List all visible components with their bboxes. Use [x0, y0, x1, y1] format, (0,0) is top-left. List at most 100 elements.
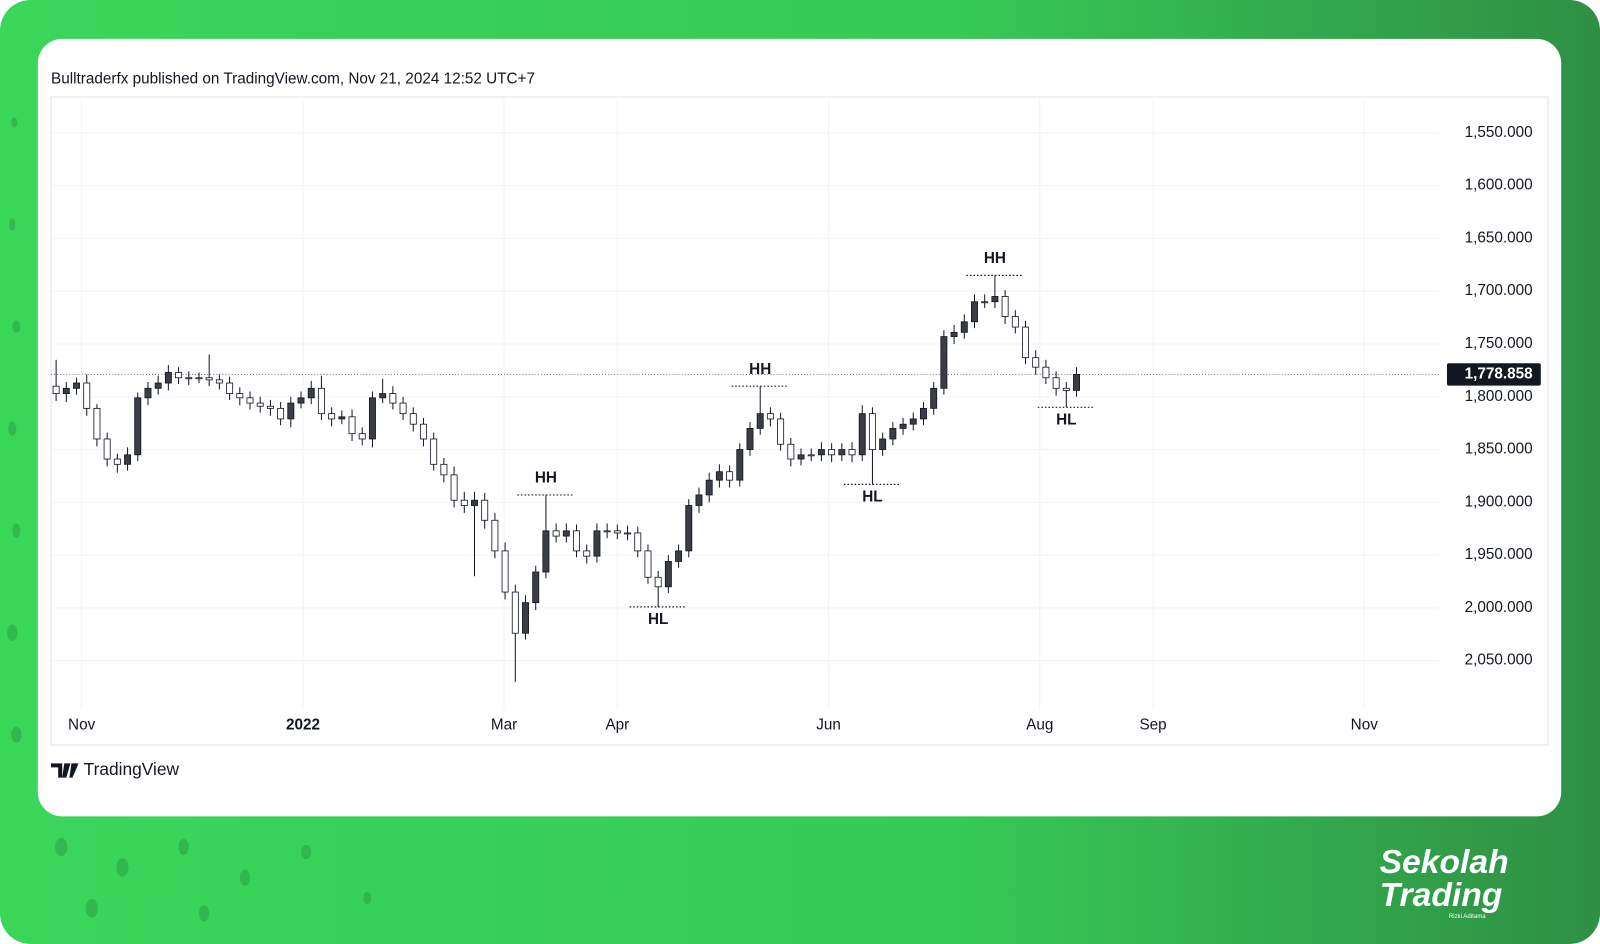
candle-body — [613, 530, 621, 534]
candle-body — [542, 530, 550, 573]
candle-body — [348, 416, 356, 435]
candle-body — [297, 397, 305, 404]
y-tick-label: 1,600.000 — [1465, 177, 1533, 194]
candle-body — [746, 428, 754, 450]
x-tick-label: Jun — [816, 717, 841, 734]
candle-body — [1052, 377, 1060, 389]
candle-body — [317, 387, 325, 415]
y-tick-label: 1,700.000 — [1465, 282, 1533, 299]
candle-body — [389, 393, 397, 404]
candle-body — [522, 602, 529, 634]
candle-body — [573, 530, 580, 552]
candle-body — [858, 413, 866, 456]
candle-body — [256, 402, 264, 407]
candle-body — [930, 387, 938, 409]
candle-body — [226, 382, 234, 394]
candle-body — [695, 494, 703, 506]
candle-body — [307, 387, 315, 399]
candle-body — [440, 463, 448, 476]
y-tick-label: 1,850.000 — [1465, 441, 1533, 458]
candle-body — [266, 405, 274, 409]
candle-body — [777, 418, 785, 445]
candle-body — [379, 393, 387, 399]
candle-body — [838, 449, 846, 456]
candle-body — [460, 499, 468, 506]
candle-body — [552, 530, 560, 537]
x-tick-label: Sep — [1139, 717, 1166, 734]
sekolah-trading-brand: Sekolah Trading Rizki Aditama — [1380, 844, 1509, 920]
candle-body — [430, 438, 438, 465]
candle-body — [940, 336, 948, 389]
candle-body — [797, 454, 805, 460]
candle-body — [481, 499, 489, 521]
candle-body — [491, 519, 499, 552]
candle-body — [981, 301, 989, 304]
candle-body — [920, 407, 927, 420]
candle-body — [756, 413, 764, 429]
candle-body — [654, 576, 662, 588]
candle-body — [1001, 296, 1009, 317]
candle-body — [868, 413, 876, 450]
candle-body — [593, 530, 601, 557]
candle-body — [103, 438, 111, 460]
candle-body — [277, 407, 285, 420]
candle-body — [787, 443, 795, 460]
candle-body — [83, 382, 91, 409]
candle-body — [358, 433, 366, 440]
candle-body — [246, 397, 254, 404]
y-tick-label: 1,900.000 — [1465, 493, 1533, 510]
brand-line: Sekolah — [1380, 844, 1509, 881]
candle-body — [420, 423, 427, 440]
candle-body — [879, 438, 887, 450]
y-tick-label: 1,800.000 — [1465, 388, 1533, 405]
candle-body — [960, 321, 968, 333]
candle-body — [950, 331, 958, 337]
candle-body — [338, 416, 346, 420]
annotation-label: HH — [984, 250, 1006, 267]
candle-body — [399, 402, 407, 415]
candle-body — [1022, 326, 1029, 359]
candle-body — [848, 449, 856, 456]
plot: 1,550.000 1,600.000 1,650.000 1,700.000 1,75… — [51, 99, 1541, 734]
candle-body — [62, 387, 70, 394]
candle-body — [113, 458, 121, 465]
candle-body — [368, 397, 376, 440]
candle-body — [195, 377, 203, 380]
candle-body — [134, 397, 142, 456]
brand-line: Trading — [1380, 877, 1503, 914]
candle-body — [409, 413, 417, 425]
candle-body — [889, 428, 897, 440]
footer-brand: TradingView — [84, 759, 180, 779]
candle-body — [603, 530, 611, 533]
candle-body — [909, 418, 917, 425]
candle-body — [164, 372, 172, 384]
y-tick-label: 1,750.000 — [1465, 335, 1533, 352]
last-price-badge — [1446, 363, 1541, 386]
candle-body — [532, 571, 540, 604]
y-tick-label: 2,000.000 — [1465, 599, 1533, 616]
y-tick-label: 1,950.000 — [1465, 546, 1533, 563]
candle-body — [675, 550, 683, 562]
candle-body — [562, 530, 570, 537]
candle-body — [52, 385, 60, 394]
annotation-label: HL — [862, 489, 882, 506]
dot-pattern — [7, 117, 372, 922]
candle-body — [736, 449, 744, 481]
candle-body — [215, 379, 223, 384]
candle-body — [817, 449, 825, 456]
candle-body — [971, 301, 978, 323]
candle-body — [1042, 366, 1050, 379]
x-tick-label: Mar — [491, 717, 517, 734]
y-tick-label: 2,050.000 — [1465, 652, 1533, 669]
chart-frame — [50, 96, 1549, 746]
x-tick-label: Nov — [68, 717, 96, 734]
y-tick-label: 1,550.000 — [1465, 124, 1533, 141]
card — [37, 38, 1562, 817]
candle-body — [583, 550, 591, 557]
candle-body — [664, 561, 672, 588]
candle-body — [511, 591, 519, 634]
annotation-label: HH — [535, 470, 557, 487]
candle-body — [1011, 316, 1019, 328]
candle-body — [644, 550, 652, 578]
